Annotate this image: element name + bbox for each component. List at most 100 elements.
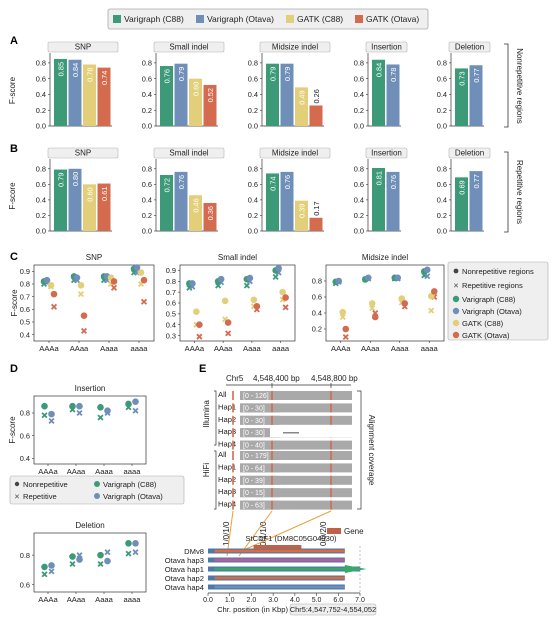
haplotype-variant-band: [214, 549, 345, 553]
scatter-point-repetitive: [48, 568, 55, 575]
scatter-xtick-label: aaaa: [272, 344, 290, 353]
bar-value-label: 0.80: [71, 172, 80, 186]
scatter-point-repetitive: [225, 330, 232, 337]
scatter-point-nonrepetitive: [368, 300, 376, 307]
scatter-point-nonrepetitive: [41, 402, 48, 410]
bar-ytick-label: 0.4: [142, 196, 152, 205]
coverage-track-bar: [240, 440, 352, 450]
scatter-ytick-label: 0.8: [20, 551, 30, 560]
coverage-variant-mark: [330, 415, 332, 425]
bar-value-label: 0.79: [283, 67, 292, 81]
haplotype-label: Otava hap4: [165, 583, 204, 592]
coverage-track-range: [0 - 15]: [243, 490, 265, 497]
bar-ytick-label: 0.8: [36, 164, 46, 173]
haplotype-label: Otava hap1: [165, 565, 204, 574]
top-legend: Varigraph (C88) Varigraph (Otava) GATK (…: [107, 8, 429, 30]
bar-ytick-label: 0.6: [354, 180, 364, 189]
scatter-point-nonrepetitive: [76, 402, 83, 410]
coverage-track-bar: [240, 475, 352, 485]
coverage-variant-mark: [271, 403, 273, 413]
legend-d-rep: Repetitive: [23, 492, 57, 501]
bar: [295, 87, 308, 126]
bar: [83, 184, 96, 231]
bar-ytick-label: 0.6: [36, 74, 46, 83]
scatter-xtick-label: AAaa: [361, 344, 380, 353]
coverage-variant-mark: [271, 451, 273, 460]
scatter-ytick-label: 0.7: [20, 292, 30, 301]
legend-panel-c: Nonrepetitive regions × Repetitive regio…: [447, 261, 549, 341]
bar-ytick-label: 0.4: [142, 90, 152, 99]
bar-ytick-label: 0.0: [437, 122, 447, 131]
coverage-track-range: [0 - 40]: [243, 443, 265, 450]
scatter-point-nonrepetitive: [275, 264, 282, 272]
coverage-track-bar: [240, 403, 352, 413]
scatter-title: Insertion: [75, 384, 106, 393]
scatter-point-nonrepetitive: [335, 277, 343, 285]
region-label-box: [289, 603, 377, 616]
coverage-track-label-bg: [240, 403, 280, 413]
bar-value-label: 0.79: [56, 173, 65, 187]
legend-c-dot-gatk-otava: [452, 331, 460, 339]
coverage-variant-mark: [232, 500, 234, 510]
bar-subplot-title: Insertion: [371, 43, 402, 52]
bar-value-label: 0.85: [56, 62, 65, 76]
scatter-point-repetitive: [97, 414, 104, 421]
bar-value-label: 0.79: [268, 67, 277, 81]
haplotype-arrow: [344, 565, 367, 573]
panel-letter-c: C: [10, 251, 18, 263]
bar: [309, 217, 323, 231]
scatter-xtick-label: Aaaa: [391, 344, 410, 353]
bar: [266, 63, 279, 126]
bar-ytick-label: 0.2: [437, 211, 447, 220]
coverage-variant-mark: [232, 428, 234, 438]
coverage-variant-mark: [330, 403, 332, 413]
bar-value-label: 0.60: [85, 187, 94, 201]
structure-axis-tick-label: 0.0: [203, 597, 213, 604]
bar-subplot-title-box: [259, 41, 331, 53]
scatter-point-repetitive: [97, 560, 104, 568]
bar: [189, 78, 202, 126]
bar-ytick-label: 0.2: [248, 211, 258, 220]
bar-ytick-label: 0.6: [437, 180, 447, 189]
bar: [309, 105, 323, 126]
scatter-point-nonrepetitive: [132, 398, 139, 405]
bar-subplot-title: SNP: [75, 43, 91, 52]
bar-value-label: 0.78: [85, 67, 94, 81]
bar-ytick-label: 0.4: [437, 196, 447, 205]
legend-d-dot-varigraph-c88: [94, 481, 100, 487]
bar-ytick-label: 0.2: [142, 106, 152, 115]
scatter-point-nonrepetitive: [193, 308, 200, 315]
coverage-track-bar: [240, 488, 352, 498]
panel-e-pos1: 4,548,400 bp: [253, 374, 300, 383]
bar-value-label: 0.17: [312, 201, 321, 215]
panel-e-coverage-label: Alignment coverage: [367, 415, 376, 486]
coverage-variant-mark: [271, 391, 273, 400]
coverage-track-label: Hap4: [218, 440, 236, 449]
scatter-xtick-label: Aaaa: [243, 344, 262, 353]
bar-value-label: 0.74: [268, 176, 277, 190]
coverage-variant-mark: [232, 463, 234, 473]
scatter-point-repetitive: [342, 333, 349, 341]
structure-axis-tick-label: 6.0: [333, 597, 343, 604]
scatter-point-repetitive: [77, 291, 85, 298]
panel-letter-b: B: [10, 143, 18, 155]
bar-ytick-label: 0.8: [248, 164, 258, 173]
bar-value-label: 0.61: [100, 187, 109, 201]
scatter-point-repetitive: [50, 303, 58, 310]
scatter-point-repetitive: [41, 571, 48, 578]
scatter-title: SNP: [86, 253, 102, 262]
bar-value-label: 0.76: [162, 69, 171, 83]
bar-subplot-title-box: [47, 41, 119, 53]
bar: [68, 168, 82, 231]
coverage-variant-mark: [330, 475, 332, 485]
scatter-point-repetitive: [132, 549, 139, 556]
scatter-xtick-label: Aaaa: [95, 595, 114, 604]
bar-value-label: 0.73: [457, 71, 466, 85]
bar-value-label: 0.76: [177, 175, 186, 189]
coverage-variant-mark: [271, 475, 273, 485]
scatter-xtick-label: aaaa: [421, 344, 439, 353]
scatter-point-repetitive: [424, 273, 431, 280]
coverage-variant-mark: [330, 500, 332, 510]
haplotype-label: Otava hap3: [165, 556, 204, 565]
